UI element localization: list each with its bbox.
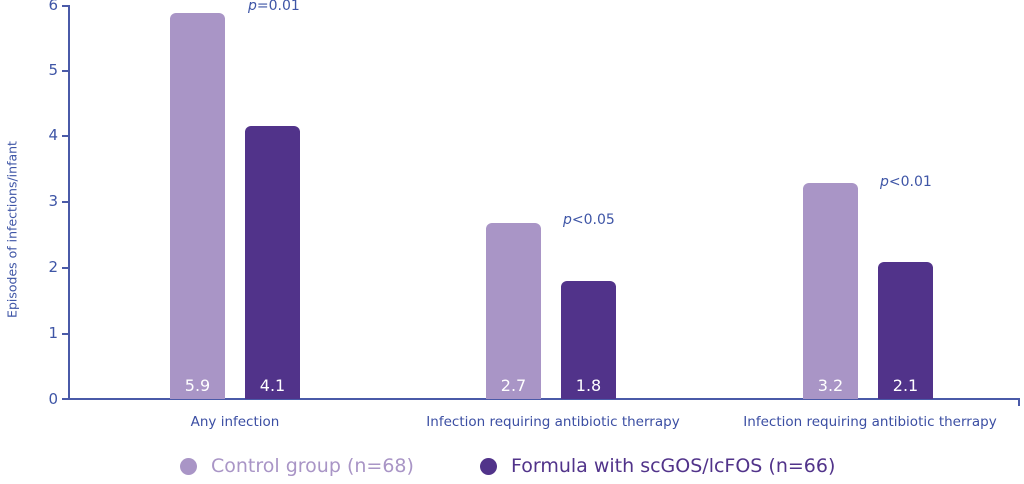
legend-item-control: Control group (n=68) (180, 455, 414, 477)
bar-value: 2.1 (892, 376, 919, 395)
y-tick (62, 267, 69, 269)
legend-label: Formula with scGOS/lcFOS (n=66) (511, 455, 836, 477)
y-tick (62, 70, 69, 72)
bar-formula-any-infection: 4.1 (245, 126, 300, 399)
bar-formula-antibiotic-2: 2.1 (878, 262, 933, 399)
y-tick-label: 4 (48, 126, 58, 144)
legend-dot-icon (480, 457, 497, 475)
y-tick (62, 333, 69, 335)
legend-dot-icon (180, 457, 197, 475)
bar-formula-antibiotic-1: 1.8 (561, 281, 616, 399)
legend-item-formula: Formula with scGOS/lcFOS (n=66) (480, 455, 835, 477)
y-tick (62, 5, 69, 7)
p-value-annotation: p<0.01 (880, 174, 932, 190)
bar-value: 2.7 (500, 376, 527, 395)
bar-control-antibiotic-2: 3.2 (803, 183, 858, 399)
category-label: Infection requiring antibiotic therrapy (426, 414, 680, 430)
bar-control-antibiotic-1: 2.7 (486, 223, 541, 399)
bar-value: 1.8 (575, 376, 602, 395)
y-tick-label: 2 (48, 258, 58, 276)
y-tick (62, 201, 69, 203)
bar-control-any-infection: 5.9 (170, 13, 225, 399)
x-axis-end-tick (1018, 398, 1020, 406)
y-tick-label: 3 (48, 192, 58, 210)
y-tick-label: 5 (48, 61, 58, 79)
y-tick (62, 398, 69, 400)
y-tick-label: 0 (48, 390, 58, 408)
y-tick-label: 1 (48, 324, 58, 342)
bar-value: 5.9 (184, 376, 211, 395)
y-axis-label: Episodes of infections/infant (4, 141, 20, 318)
p-value-annotation: p<0.05 (563, 212, 615, 228)
category-label: Infection requiring antibiotic therrapy (743, 414, 997, 430)
p-value-annotation: p=0.01 (248, 0, 300, 14)
y-tick (62, 135, 69, 137)
category-label: Any infection (190, 414, 280, 430)
x-axis-line (68, 398, 1020, 400)
y-axis-line (68, 5, 70, 400)
bar-value: 4.1 (259, 376, 286, 395)
legend-label: Control group (n=68) (211, 455, 414, 477)
y-tick-label: 6 (48, 0, 58, 14)
bar-value: 3.2 (817, 376, 844, 395)
